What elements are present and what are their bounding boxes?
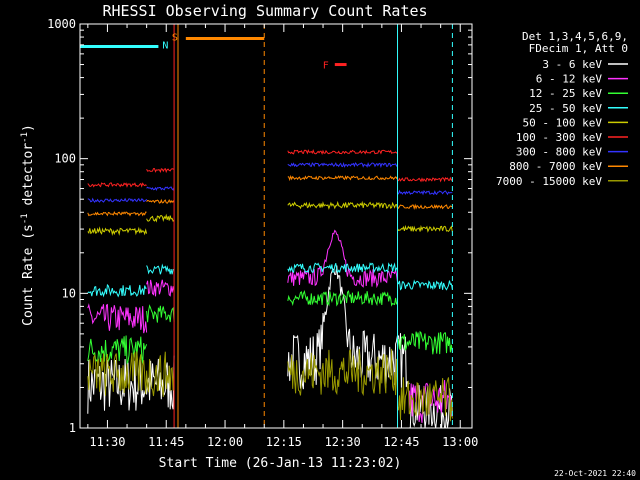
series-4 — [87, 262, 453, 298]
series-6-segment-4 — [397, 176, 453, 183]
legend-label-2: 6 - 12 keV — [536, 73, 603, 86]
chart-title: RHESSI Observing Summary Count Rates — [102, 2, 427, 20]
series-3-segment-3 — [287, 290, 398, 307]
series-5-segment-1 — [87, 226, 148, 236]
y-tick-label-4: 1000 — [47, 17, 76, 31]
series-4-segment-1 — [87, 283, 147, 298]
series-5-segment-3 — [287, 200, 398, 210]
series-2-segment-2 — [146, 279, 175, 297]
series-4-segment-4 — [397, 279, 453, 291]
legend-label-1: 3 - 6 keV — [542, 58, 602, 71]
legend-header-line-1: Det 1,3,4,5,6,9, — [522, 30, 628, 43]
legend: Det 1,3,4,5,6,9, FDecim 1, Att 0 3 - 6 k… — [496, 30, 628, 188]
series-8-segment-3 — [287, 174, 398, 182]
legend-label-3: 12 - 25 keV — [529, 87, 602, 100]
series-5 — [87, 200, 453, 236]
series-6-segment-1 — [87, 182, 147, 188]
timestamp: 22-Oct-2021 22:40 — [554, 469, 636, 478]
series-7 — [87, 161, 453, 203]
series-5-segment-4 — [397, 224, 453, 233]
series-9-segment-2 — [287, 348, 398, 397]
x-tick-label-3: 12:00 — [207, 435, 243, 449]
series-5-segment-2 — [146, 213, 175, 223]
x-tick-label-2: 11:45 — [148, 435, 184, 449]
series-1-segment-2 — [287, 265, 410, 390]
series-4-segment-3 — [287, 262, 398, 274]
series-7-segment-4 — [397, 189, 453, 196]
series-6-segment-2 — [146, 167, 175, 174]
annotation-label-N: N — [162, 41, 168, 52]
legend-header-line-2: FDecim 1, Att 0 — [529, 42, 628, 55]
legend-label-8: 800 - 7000 keV — [509, 160, 602, 173]
series-2-segment-1 — [87, 303, 148, 334]
series-3-segment-2 — [146, 304, 175, 323]
x-tick-label-4: 12:15 — [266, 435, 302, 449]
y-tick-label-2: 10 — [62, 286, 76, 300]
legend-label-5: 50 - 100 keV — [523, 116, 603, 129]
x-tick-label-7: 13:00 — [442, 435, 478, 449]
series-8 — [87, 174, 453, 217]
series-8-segment-4 — [397, 203, 453, 210]
y-axis: 1 10 100 1000 — [47, 17, 472, 435]
series-9-segment-3 — [397, 377, 453, 422]
series-7-segment-1 — [87, 197, 148, 203]
series-3-segment-4 — [397, 330, 453, 355]
plot-frame — [79, 23, 473, 429]
series-6-segment-3 — [287, 148, 398, 155]
x-tick-label-5: 12:30 — [325, 435, 361, 449]
series-7-segment-2 — [146, 186, 175, 191]
series-9-segment-1 — [87, 351, 175, 397]
x-tick-label-1: 11:30 — [89, 435, 125, 449]
legend-label-7: 300 - 800 keV — [516, 146, 602, 159]
annotation-label-F: F — [323, 61, 329, 72]
series-2-segment-3 — [287, 229, 398, 289]
annotation-label-S: S — [172, 33, 178, 44]
series-9 — [87, 348, 453, 422]
series-4-segment-2 — [146, 263, 175, 275]
x-axis: 11:30 11:45 12:00 12:15 12:30 12:45 13:00 — [87, 24, 478, 449]
plot-area: NS F — [79, 23, 473, 429]
legend-label-6: 100 - 300 keV — [516, 131, 602, 144]
y-axis-label: Count Rate (s-1 detector-1) — [20, 124, 36, 326]
legend-label-4: 25 - 50 keV — [529, 102, 602, 115]
x-tick-label-6: 12:45 — [383, 435, 419, 449]
legend-label-9: 7000 - 15000 keV — [496, 175, 602, 188]
series-1-segment-1 — [87, 355, 175, 414]
series-6 — [87, 148, 453, 188]
x-axis-label: Start Time (26-Jan-13 11:23:02) — [159, 456, 402, 471]
y-tick-label-3: 100 — [54, 152, 76, 166]
series-7-segment-3 — [287, 161, 398, 169]
y-tick-label-1: 1 — [69, 421, 76, 435]
series-8-segment-2 — [146, 198, 175, 204]
series-8-segment-1 — [87, 211, 147, 217]
